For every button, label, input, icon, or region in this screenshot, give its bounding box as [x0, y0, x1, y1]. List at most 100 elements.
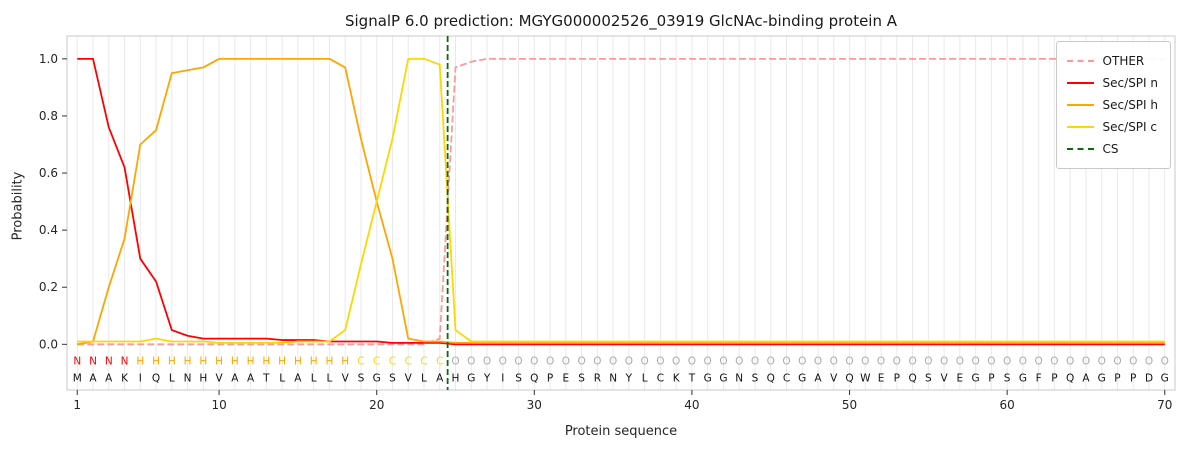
series-other [77, 57, 1165, 346]
axes-box [66, 35, 1176, 391]
series-sec-spi-n [77, 57, 1165, 346]
svg-text:C: C [657, 373, 664, 385]
svg-text:H: H [168, 356, 176, 368]
svg-text:R: R [594, 373, 601, 385]
svg-text:O: O [1066, 356, 1074, 368]
svg-text:O: O [1161, 356, 1169, 368]
svg-text:L: L [311, 373, 317, 385]
svg-text:C: C [420, 356, 427, 368]
svg-text:O: O [577, 356, 585, 368]
svg-text:Q: Q [152, 373, 160, 385]
svg-text:O: O [1050, 356, 1058, 368]
svg-text:V: V [830, 373, 838, 385]
svg-text:G: G [1098, 373, 1106, 385]
y-axis-label: Probability [10, 171, 26, 241]
svg-text:H: H [341, 356, 349, 368]
svg-text:H: H [231, 356, 239, 368]
svg-text:H: H [136, 356, 144, 368]
svg-text:O: O [656, 356, 664, 368]
x-axis-ticks: 1 10 20 30 40 50 60 70 [73, 390, 1172, 412]
svg-text:P: P [547, 373, 553, 385]
svg-text:G: G [1161, 373, 1169, 385]
svg-text:N: N [735, 373, 743, 385]
svg-text:S: S [752, 373, 759, 385]
svg-text:P: P [1114, 373, 1120, 385]
svg-text:O: O [1035, 356, 1043, 368]
svg-text:O: O [451, 356, 459, 368]
svg-text:S: S [389, 373, 396, 385]
legend-item-cs: CS [1066, 138, 1158, 160]
svg-text:H: H [199, 356, 207, 368]
svg-text:Q: Q [767, 373, 775, 385]
svg-text:1: 1 [73, 398, 81, 412]
svg-text:O: O [467, 356, 475, 368]
svg-text:L: L [642, 373, 648, 385]
svg-text:H: H [310, 356, 318, 368]
svg-text:H: H [325, 356, 333, 368]
probability-curves [77, 57, 1165, 346]
svg-text:O: O [609, 356, 617, 368]
legend-item-sec-spi-n: Sec/SPI n [1066, 72, 1158, 94]
svg-text:G: G [1019, 373, 1027, 385]
svg-text:G: G [704, 373, 712, 385]
legend-line-sample [1066, 148, 1094, 150]
svg-text:N: N [184, 373, 192, 385]
svg-text:S: S [515, 373, 522, 385]
svg-text:H: H [184, 356, 192, 368]
svg-text:C: C [389, 356, 396, 368]
x-axis-label: Protein sequence [564, 424, 678, 439]
chart-legend: OTHER Sec/SPI n Sec/SPI h Sec/SPI c CS [1055, 41, 1171, 169]
svg-text:O: O [625, 356, 633, 368]
svg-text:V: V [342, 373, 350, 385]
svg-text:E: E [957, 373, 964, 385]
svg-text:O: O [830, 356, 838, 368]
svg-text:10: 10 [211, 398, 226, 412]
svg-text:O: O [987, 356, 995, 368]
legend-line-sample [1066, 82, 1094, 84]
svg-text:O: O [924, 356, 932, 368]
svg-text:C: C [783, 373, 790, 385]
svg-text:Y: Y [625, 373, 633, 385]
svg-text:H: H [294, 356, 302, 368]
svg-text:O: O [672, 356, 680, 368]
svg-text:K: K [121, 373, 129, 385]
svg-text:Y: Y [483, 373, 491, 385]
svg-text:L: L [279, 373, 285, 385]
legend-line-sample [1066, 126, 1094, 128]
svg-text:1.0: 1.0 [39, 52, 58, 66]
svg-text:G: G [972, 373, 980, 385]
svg-text:O: O [751, 356, 759, 368]
svg-text:O: O [593, 356, 601, 368]
chart-title: SignalP 6.0 prediction: MGYG000002526_03… [344, 12, 898, 30]
svg-text:A: A [814, 373, 822, 385]
svg-text:O: O [845, 356, 853, 368]
svg-text:P: P [1130, 373, 1136, 385]
svg-text:V: V [405, 373, 413, 385]
svg-text:O: O [704, 356, 712, 368]
svg-text:O: O [1082, 356, 1090, 368]
svg-text:T: T [688, 373, 696, 385]
svg-text:P: P [988, 373, 994, 385]
svg-text:S: S [1004, 373, 1011, 385]
svg-text:O: O [877, 356, 885, 368]
svg-text:Q: Q [908, 373, 916, 385]
y-axis-ticks: 0.0 0.2 0.4 0.6 0.8 1.0 [39, 52, 67, 351]
svg-text:O: O [940, 356, 948, 368]
svg-text:V: V [216, 373, 224, 385]
svg-text:0.4: 0.4 [39, 223, 58, 237]
svg-text:I: I [139, 373, 142, 385]
svg-text:K: K [673, 373, 681, 385]
svg-text:L: L [169, 373, 175, 385]
svg-text:O: O [814, 356, 822, 368]
svg-text:0.2: 0.2 [39, 280, 58, 294]
svg-text:G: G [798, 373, 806, 385]
svg-text:H: H [215, 356, 223, 368]
svg-text:O: O [735, 356, 743, 368]
svg-text:O: O [971, 356, 979, 368]
gridlines [76, 36, 1166, 390]
svg-text:L: L [421, 373, 427, 385]
svg-text:40: 40 [684, 398, 699, 412]
